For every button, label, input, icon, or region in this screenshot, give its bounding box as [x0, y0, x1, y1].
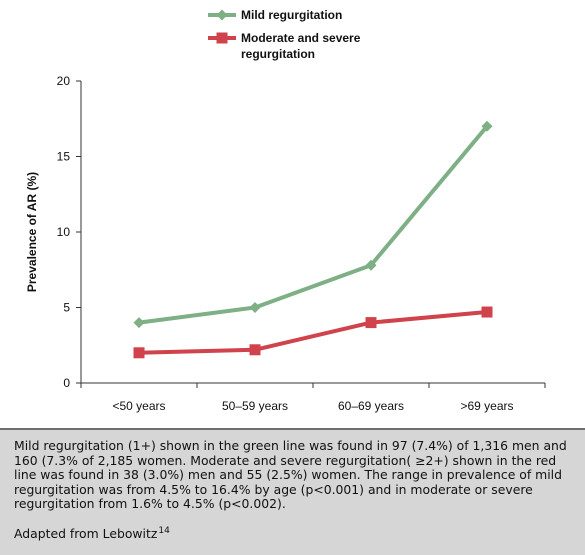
y-tick-label: 5: [63, 301, 70, 315]
source-text: Adapted from Lebowitz: [14, 525, 158, 541]
x-tick-label: <50 years: [112, 399, 165, 413]
axes: 0 5 10 15 20 <50 years 50–59 years 60–69 years >…: [25, 74, 546, 413]
legend-entry: Moderate and severe regurgitation: [208, 31, 361, 61]
y-axis-title: Prevalence of AR (%): [25, 172, 39, 292]
legend-entry: Mild regurgitation: [208, 8, 342, 22]
y-tick-label: 0: [63, 376, 70, 390]
legend-marker: [216, 32, 228, 44]
x-tick-label: >69 years: [460, 399, 513, 413]
figure-caption: Mild regurgitation (1+) shown in the gre…: [0, 428, 585, 555]
series-line: [138, 125, 489, 325]
data-point: [249, 302, 261, 313]
data-point: [365, 317, 377, 329]
data-point: [249, 344, 261, 356]
series-0: [133, 120, 493, 329]
legend-marker: [216, 9, 228, 21]
source-reference: 14: [158, 525, 170, 536]
series-line: [138, 310, 488, 355]
data-point: [481, 120, 493, 132]
caption-source: Adapted from Lebowitz14: [14, 525, 571, 542]
data-point: [133, 317, 145, 329]
y-tick-label: 20: [57, 74, 71, 88]
legend-label: regurgitation: [241, 47, 315, 61]
y-tick-label: 10: [57, 225, 71, 239]
legend: Mild regurgitation Moderate and severe reg…: [208, 8, 361, 61]
x-tick-label: 50–59 years: [222, 399, 288, 413]
line-chart: Mild regurgitation Moderate and severe reg…: [25, 8, 546, 413]
x-tick-label: 60–69 years: [338, 399, 404, 413]
chart-figure: Mild regurgitation Moderate and severe reg…: [25, 8, 546, 413]
legend-label: Moderate and severe: [241, 31, 361, 45]
data-point: [133, 347, 145, 359]
series-1: [133, 306, 493, 359]
legend-label: Mild regurgitation: [241, 8, 342, 22]
series-layer: [133, 120, 493, 359]
caption-text: Mild regurgitation (1+) shown in the gre…: [14, 438, 567, 512]
data-point: [481, 306, 493, 318]
y-tick-label: 15: [57, 150, 71, 164]
data-point: [365, 259, 377, 271]
